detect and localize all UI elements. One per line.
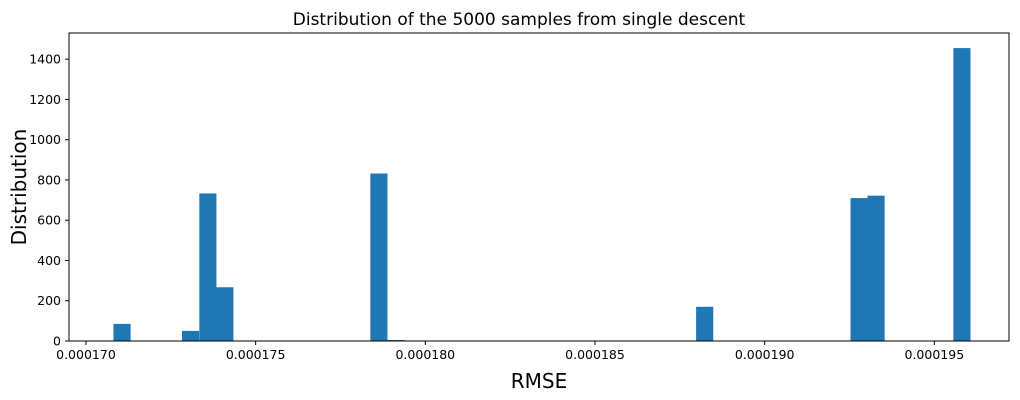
- bars-group: [113, 48, 971, 341]
- histogram-bar: [953, 48, 971, 341]
- histogram-bar: [370, 173, 388, 341]
- x-tick-label: 0.000195: [905, 347, 965, 362]
- chart-title: Distribution of the 5000 samples from si…: [293, 10, 746, 30]
- x-tick-label: 0.000185: [565, 347, 625, 362]
- histogram-bar: [387, 339, 405, 341]
- y-tick-label: 1000: [29, 132, 61, 147]
- plot-frame: [68, 32, 1010, 342]
- y-tick-label: 0: [53, 334, 61, 349]
- x-axis-ticks: 0.000170 0.000175 0.000180 0.000185 0.000190…: [56, 341, 964, 362]
- y-axis-label: Distribution: [7, 129, 31, 246]
- y-tick-label: 1400: [29, 52, 61, 67]
- histogram-bar: [216, 287, 234, 341]
- x-tick-label: 0.000170: [56, 347, 116, 362]
- y-tick-label: 200: [37, 293, 61, 308]
- histogram-bar: [867, 195, 885, 341]
- histogram-bar: [199, 193, 217, 341]
- y-axis-ticks: 0 200 400 600 800 1000 1200 1400: [29, 52, 69, 349]
- x-axis-label: RMSE: [511, 369, 567, 393]
- x-tick-label: 0.000180: [395, 347, 455, 362]
- histogram-bar: [182, 330, 200, 341]
- histogram-bar: [113, 323, 131, 341]
- histogram-bar: [850, 198, 868, 341]
- x-tick-label: 0.000190: [735, 347, 795, 362]
- y-tick-label: 400: [37, 253, 61, 268]
- x-tick-label: 0.000175: [226, 347, 286, 362]
- y-tick-label: 800: [37, 172, 61, 187]
- y-tick-label: 600: [37, 213, 61, 228]
- histogram-bar: [696, 306, 714, 341]
- y-tick-label: 1200: [29, 92, 61, 107]
